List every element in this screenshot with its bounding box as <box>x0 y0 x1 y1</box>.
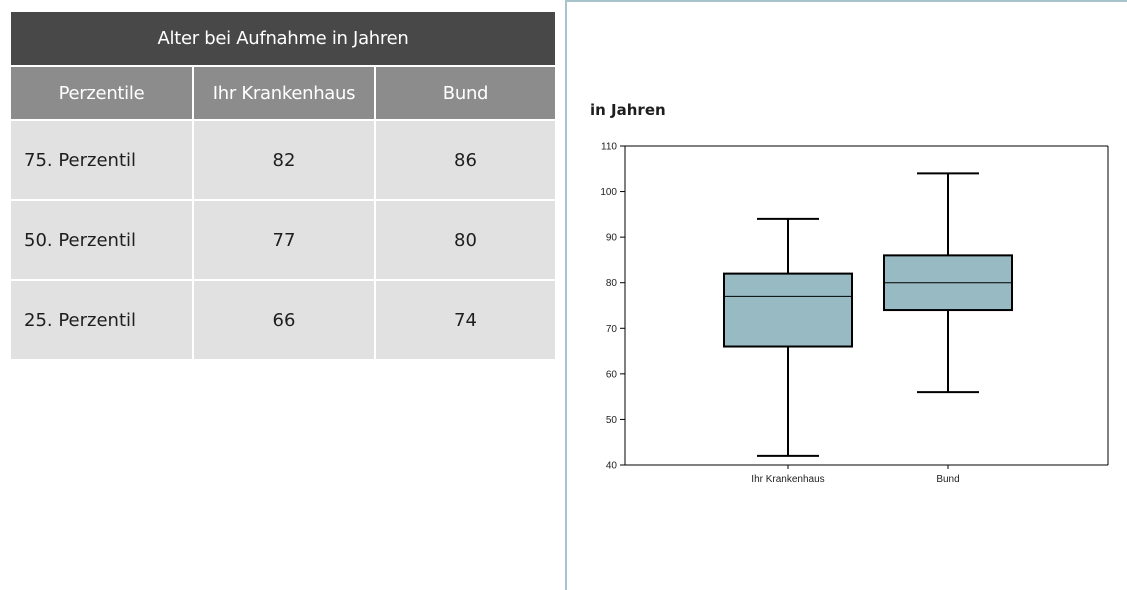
panel-divider-vertical <box>565 0 567 590</box>
header-bund: Bund <box>374 67 555 119</box>
table-title: Alter bei Aufnahme in Jahren <box>11 12 555 67</box>
y-tick-label: 110 <box>601 142 617 153</box>
x-tick-label: Ihr Krankenhaus <box>751 474 824 485</box>
row-label: 25. Perzentil <box>11 281 192 359</box>
table-row: 50. Perzentil 77 80 <box>11 199 555 279</box>
y-tick-label: 40 <box>606 461 618 472</box>
header-ihr-krankenhaus: Ihr Krankenhaus <box>192 67 374 119</box>
row-value-krankenhaus: 77 <box>192 201 374 279</box>
header-perzentile: Perzentile <box>11 67 192 119</box>
row-value-bund: 86 <box>374 121 555 199</box>
row-value-bund: 74 <box>374 281 555 359</box>
row-value-bund: 80 <box>374 201 555 279</box>
row-label: 50. Perzentil <box>11 201 192 279</box>
x-tick-label: Bund <box>936 474 959 485</box>
iqr-box <box>723 272 853 348</box>
y-tick-label: 60 <box>606 369 618 380</box>
y-tick-label: 80 <box>606 278 618 289</box>
row-label: 75. Perzentil <box>11 121 192 199</box>
boxplot-chart: 40 50 60 70 80 90 100 110 Ihr Krankenhaus Bund <box>600 142 1109 485</box>
y-tick-label: 70 <box>606 324 618 335</box>
y-tick-label: 50 <box>606 415 618 426</box>
table-row: 75. Perzentil 82 86 <box>11 119 555 199</box>
y-tick-label: 90 <box>606 233 618 244</box>
panel-divider-horizontal <box>567 0 1127 2</box>
chart-y-axis-label: in Jahren <box>590 101 666 119</box>
percentile-table: Alter bei Aufnahme in Jahren Perzentile … <box>11 12 555 359</box>
y-tick-label: 100 <box>600 187 617 198</box>
table-header-row: Perzentile Ihr Krankenhaus Bund <box>11 67 555 119</box>
row-value-krankenhaus: 82 <box>192 121 374 199</box>
row-value-krankenhaus: 66 <box>192 281 374 359</box>
table-row: 25. Perzentil 66 74 <box>11 279 555 359</box>
